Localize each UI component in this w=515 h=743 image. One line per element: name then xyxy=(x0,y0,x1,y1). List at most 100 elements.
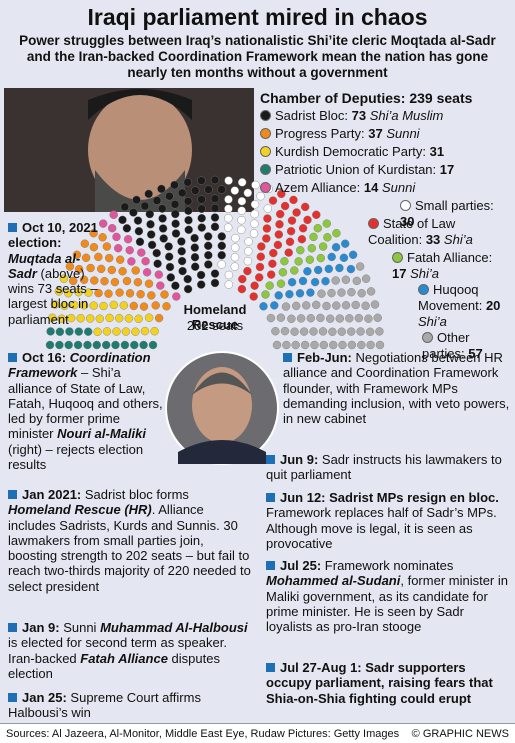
seat xyxy=(243,266,252,276)
entry-date: Jul 25: xyxy=(280,558,322,573)
seat xyxy=(85,314,95,323)
seat xyxy=(153,259,162,268)
subtitle: Power struggles between Iraq’s nationali… xyxy=(19,33,496,80)
seat xyxy=(46,327,55,336)
seat xyxy=(341,239,350,248)
seat xyxy=(203,241,213,251)
seat xyxy=(74,264,84,274)
seat xyxy=(164,252,174,261)
seat xyxy=(79,301,89,310)
party-affiliation: Sunni xyxy=(381,180,416,195)
entry-text: , former minister in Maliki government, … xyxy=(266,573,508,635)
seat xyxy=(172,292,181,301)
seat xyxy=(301,202,310,212)
seat xyxy=(204,185,213,194)
sources: Sources: Al Jazeera, Al-Monitor, Middle … xyxy=(6,728,400,740)
seat xyxy=(296,245,305,255)
seat xyxy=(118,267,127,276)
seat xyxy=(263,204,272,213)
seat xyxy=(80,239,90,248)
entry-date: Jan 2021: xyxy=(22,487,82,502)
seat xyxy=(357,340,366,350)
graphics xyxy=(4,88,385,465)
entry-text: Sadr instructs his lawmakers to quit par… xyxy=(266,452,502,483)
seat xyxy=(197,176,206,185)
bullet xyxy=(8,623,17,632)
seat xyxy=(210,278,220,288)
seat xyxy=(230,262,240,271)
seat xyxy=(65,262,75,271)
party-seats: 17 xyxy=(392,266,407,281)
seat xyxy=(296,314,306,323)
seat xyxy=(328,327,337,336)
seat xyxy=(64,340,73,350)
parliament-chart xyxy=(45,175,385,350)
seat xyxy=(375,340,385,350)
seat xyxy=(341,275,351,284)
seat xyxy=(262,224,272,233)
seat xyxy=(98,233,107,242)
seat xyxy=(237,196,247,206)
seat xyxy=(313,223,322,233)
seat xyxy=(306,314,315,323)
legend-dot xyxy=(260,146,271,157)
seat xyxy=(92,340,102,350)
timeline-entry: Feb-Jun: Negotiations between HR allianc… xyxy=(283,350,511,426)
seat xyxy=(184,215,193,225)
entry-text: Fatah Alliance xyxy=(80,650,168,666)
legend-item: State of Law Coalition: 33 Shi’a xyxy=(368,216,473,247)
seat xyxy=(210,213,220,222)
entry-text: Sadrist MPs resign en bloc. xyxy=(325,490,499,505)
seat xyxy=(111,340,120,350)
seat xyxy=(50,300,60,309)
legend-dot xyxy=(260,128,271,139)
seat xyxy=(210,194,220,203)
seat xyxy=(154,270,164,279)
timeline-entry: Jul 25: Framework nominates Mohammed al-… xyxy=(266,558,511,634)
seat xyxy=(183,178,193,187)
seat xyxy=(183,274,192,284)
entry-text: Nouri al-Maliki xyxy=(57,426,146,442)
seat xyxy=(74,288,83,297)
seat xyxy=(125,289,135,298)
entry-text: Supreme Court affirms Halbousi’s win xyxy=(8,690,201,721)
seat xyxy=(280,326,290,336)
seat xyxy=(268,259,277,268)
seat xyxy=(115,255,125,264)
seat xyxy=(337,327,346,336)
entry-text: Homeland Rescue (HR) xyxy=(8,502,152,518)
seat xyxy=(351,300,360,310)
bullet xyxy=(266,493,275,502)
seat xyxy=(331,276,340,285)
legend-dot xyxy=(422,332,433,343)
seat xyxy=(129,301,139,311)
seat xyxy=(166,273,176,282)
seat xyxy=(133,278,143,287)
seat xyxy=(291,340,300,350)
seat xyxy=(190,186,200,195)
seat xyxy=(316,313,325,323)
party-seats: 73 xyxy=(351,108,367,123)
entry-date: Oct 10, 2021 election: xyxy=(8,220,98,251)
seat xyxy=(250,209,259,219)
seat xyxy=(105,313,114,323)
timeline-entry: Jul 27-Aug 1: Sadr supporters occupy par… xyxy=(266,660,511,706)
seat xyxy=(269,248,278,258)
seat xyxy=(355,262,365,271)
seat xyxy=(299,327,309,336)
seat xyxy=(54,287,64,296)
timeline-entry: Oct 16: Coordination Framework – Shi’a a… xyxy=(8,350,166,472)
legend-dot xyxy=(392,252,403,263)
legend-item: Small parties: 30 xyxy=(400,198,494,229)
seat xyxy=(346,264,356,274)
seat xyxy=(364,314,373,323)
seat xyxy=(72,250,82,260)
seat xyxy=(318,242,328,251)
seat xyxy=(285,290,294,299)
party-affiliation: Shi’a xyxy=(410,266,440,281)
bullet xyxy=(266,455,275,464)
seat xyxy=(115,288,124,297)
seat xyxy=(160,290,169,299)
party-seats: 33 xyxy=(425,232,441,247)
party-name: Small parties xyxy=(415,198,491,213)
